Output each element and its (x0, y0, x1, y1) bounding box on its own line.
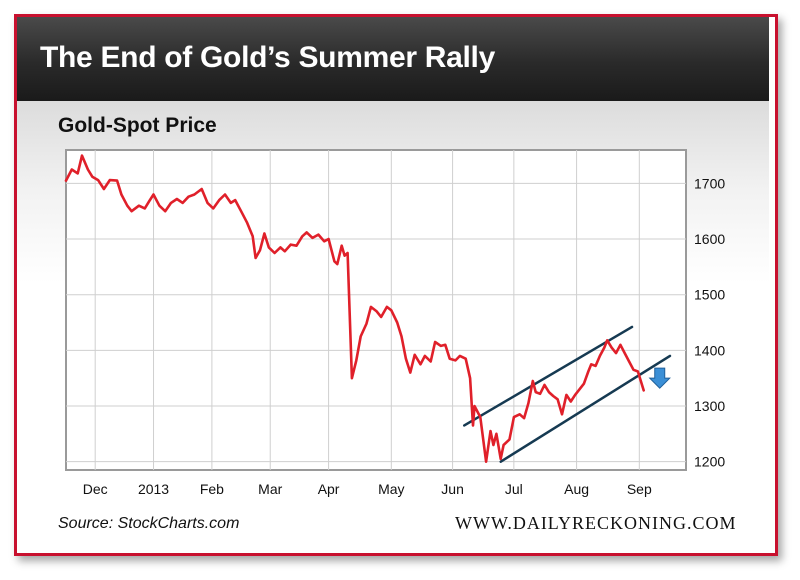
chart-title: Gold-Spot Price (58, 114, 217, 137)
down-arrow-icon (648, 367, 671, 389)
source-note: Source: StockCharts.com (58, 515, 240, 532)
x-tick-label: Mar (258, 481, 282, 497)
site-url: WWW.DAILYRECKONING.COM (455, 513, 737, 533)
x-tick-label: Jul (505, 481, 523, 497)
channel-annotations (463, 325, 672, 463)
trend-channel-line (499, 354, 672, 463)
x-tick-label: Apr (318, 481, 340, 497)
x-axis: Dec 2013 Feb Mar Apr May Jun Jul Aug Sep (83, 481, 652, 497)
x-tick-label: Sep (627, 481, 652, 497)
page-title: The End of Gold’s Summer Rally (40, 41, 495, 74)
grid-vertical (94, 150, 640, 470)
y-tick-label: 1200 (694, 454, 725, 470)
x-tick-label: Aug (564, 481, 589, 497)
y-axis: 1200 1300 1400 1500 1600 1700 (694, 175, 725, 469)
x-tick-label: Feb (200, 481, 224, 497)
x-tick-label: Dec (83, 481, 108, 497)
title-bar (17, 17, 769, 101)
y-tick-label: 1300 (694, 398, 725, 414)
y-tick-label: 1500 (694, 287, 725, 303)
y-tick-label: 1400 (694, 342, 725, 358)
series-line (64, 154, 646, 464)
trend-channel-line (463, 325, 634, 427)
grid-horizontal (66, 182, 686, 463)
y-tick-label: 1700 (694, 175, 725, 191)
series-layer (64, 154, 646, 464)
x-tick-label: Jun (441, 481, 464, 497)
y-tick-label: 1600 (694, 231, 725, 247)
x-tick-label: May (378, 481, 404, 497)
x-tick-label: 2013 (138, 481, 169, 497)
